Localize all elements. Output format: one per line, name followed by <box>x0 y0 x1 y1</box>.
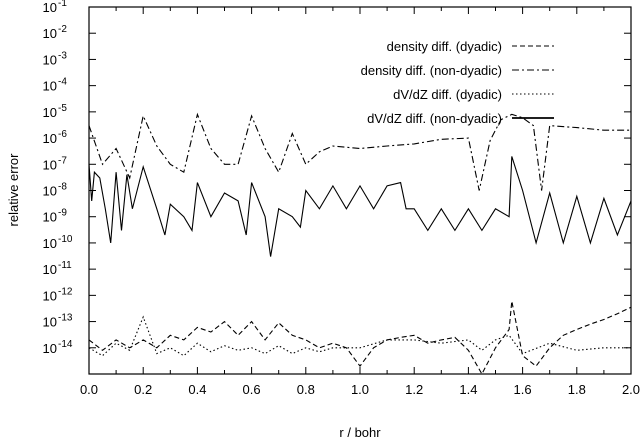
series-line-1 <box>88 301 632 376</box>
x-axis-title: r / bohr <box>339 425 381 440</box>
y-tick-base: 10 <box>43 236 57 251</box>
y-tick-base: 10 <box>43 105 57 120</box>
y-tick-exponent: -8 <box>58 182 67 193</box>
y-tick-base: 10 <box>43 184 57 199</box>
y-tick-base: 10 <box>43 157 57 172</box>
legend-label: density diff. (dyadic) <box>387 39 502 54</box>
y-tick-label: 10 <box>43 26 57 41</box>
y-tick-base: 10 <box>43 288 57 303</box>
y-tick-label: 10 <box>43 0 57 15</box>
y-tick-exponent: -12 <box>58 286 73 297</box>
x-tick-label: 1.2 <box>405 382 423 397</box>
y-tick-label: 10 <box>43 210 57 225</box>
x-tick-label: 1.8 <box>568 382 586 397</box>
legend-label: dV/dZ diff. (non-dyadic) <box>367 111 502 126</box>
y-tick-base: 10 <box>43 210 57 225</box>
y-tick-base: 10 <box>43 131 57 146</box>
y-tick-base: 10 <box>43 341 57 356</box>
y-tick-exponent: -14 <box>58 339 73 350</box>
y-tick-exponent: -2 <box>58 24 67 35</box>
legend-label: density diff. (non-dyadic) <box>361 63 502 78</box>
x-tick-label: 0.4 <box>188 382 206 397</box>
y-tick-exponent: -11 <box>58 260 72 271</box>
y-tick-exponent: -5 <box>58 103 67 114</box>
y-tick-base: 10 <box>43 79 57 94</box>
y-tick-label: 10 <box>43 105 57 120</box>
x-tick-label: 1.4 <box>459 382 477 397</box>
series-line-4 <box>88 156 632 257</box>
y-tick-label: 10 <box>43 52 57 67</box>
x-tick-label: 0.8 <box>297 382 315 397</box>
y-tick-exponent: -7 <box>58 155 67 166</box>
y-tick-base: 10 <box>43 52 57 67</box>
y-tick-exponent: -1 <box>58 0 67 9</box>
y-tick-label: 10 <box>43 79 57 94</box>
legend-label: dV/dZ diff. (dyadic) <box>393 87 502 102</box>
y-tick-exponent: -4 <box>58 77 67 88</box>
series-line-2 <box>88 112 631 191</box>
y-tick-label: 10 <box>43 315 57 330</box>
series-line-3 <box>88 315 631 357</box>
y-tick-label: 10 <box>43 262 57 277</box>
x-tick-label: 2.0 <box>622 382 640 397</box>
y-tick-exponent: -10 <box>58 234 73 245</box>
y-tick-base: 10 <box>43 26 57 41</box>
axes-layer: 0.0 0.2 0.4 0.6 0.8 1.0 1.2 1.4 1.6 1.8 2.010 -110-… <box>43 0 641 397</box>
x-tick-label: 1.0 <box>351 382 369 397</box>
y-tick-exponent: -6 <box>58 129 67 140</box>
y-axis-title: relative error <box>6 153 21 227</box>
y-tick-label: 10 <box>43 236 57 251</box>
x-tick-label: 0.0 <box>80 382 98 397</box>
series-layer <box>88 112 632 376</box>
y-tick-label: 10 <box>43 288 57 303</box>
x-tick-label: 0.6 <box>243 382 261 397</box>
legend: density diff. (dyadic) density diff. (non… <box>361 39 554 126</box>
y-tick-base: 10 <box>43 0 57 15</box>
x-tick-label: 0.2 <box>134 382 152 397</box>
x-tick-label: 1.6 <box>514 382 532 397</box>
y-tick-base: 10 <box>43 315 57 330</box>
y-tick-base: 10 <box>43 262 57 277</box>
y-tick-exponent: -3 <box>58 50 67 61</box>
y-tick-label: 10 <box>43 184 57 199</box>
y-tick-label: 10 <box>43 341 57 356</box>
y-tick-label: 10 <box>43 131 57 146</box>
y-tick-exponent: -9 <box>58 208 67 219</box>
y-tick-label: 10 <box>43 157 57 172</box>
y-tick-exponent: -13 <box>58 313 73 324</box>
